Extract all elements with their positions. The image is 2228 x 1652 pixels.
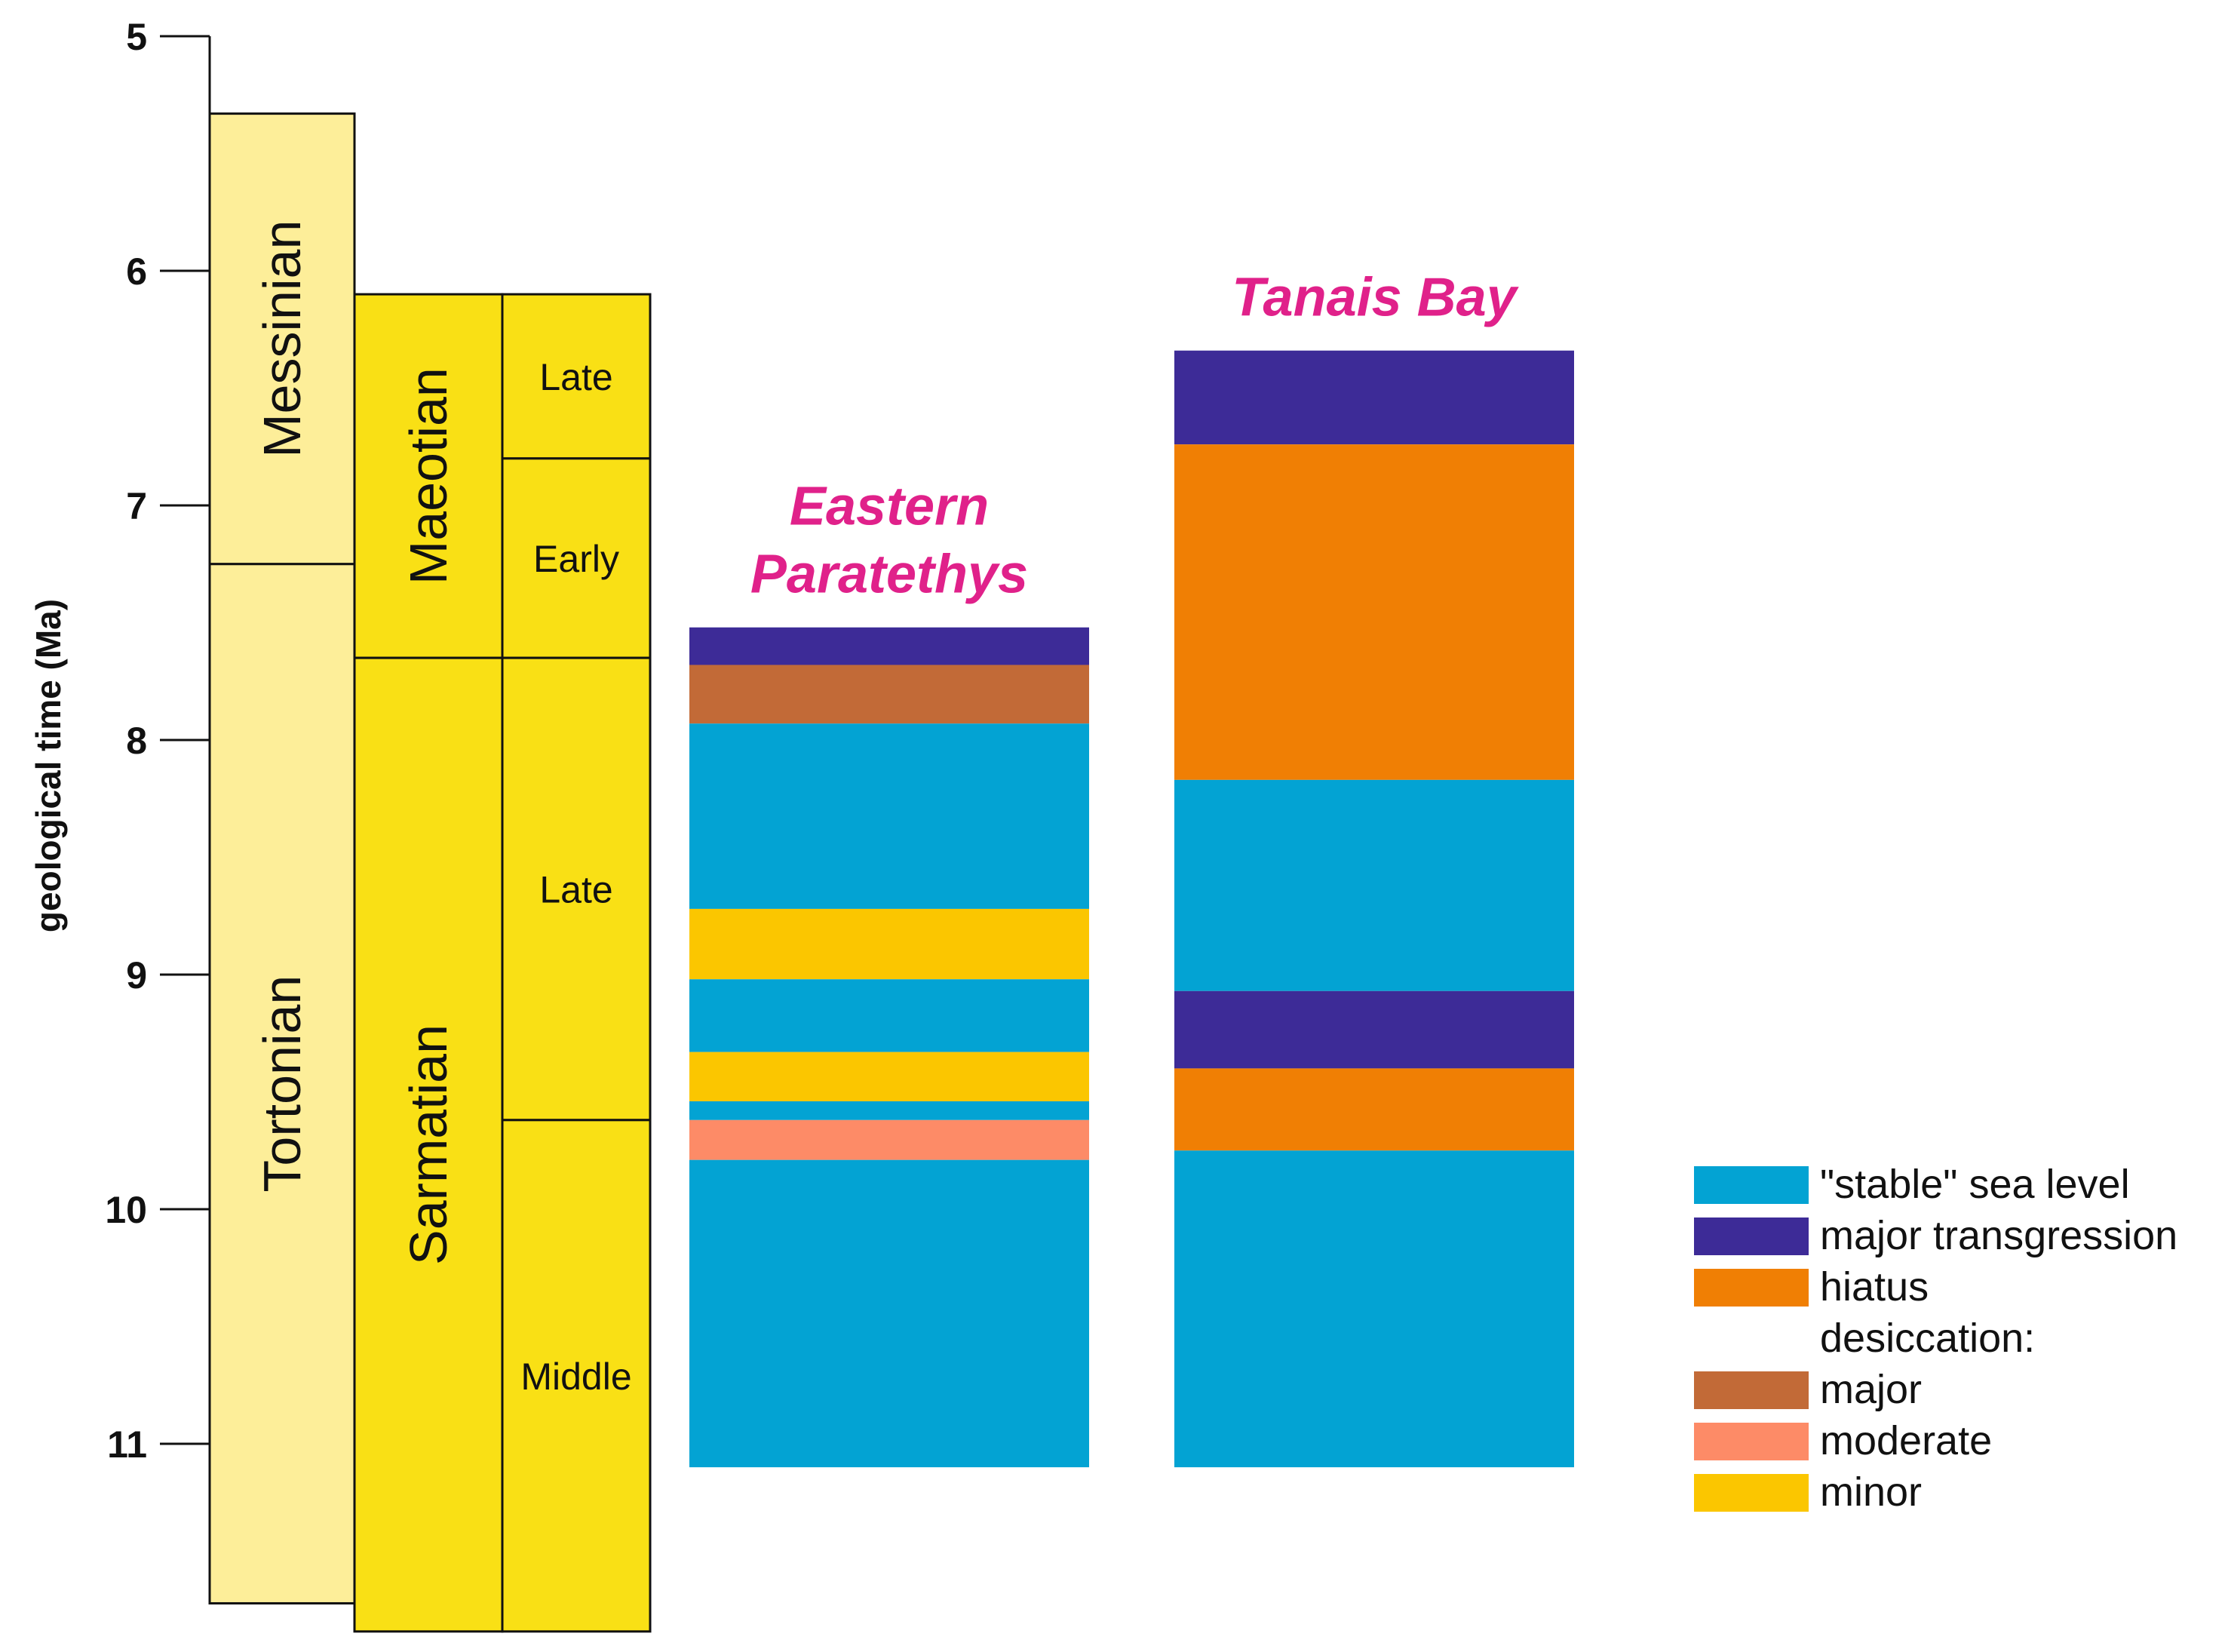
eastern-paratethys-interval-major xyxy=(689,665,1089,724)
legend-label-moderate: moderate xyxy=(1820,1418,1992,1463)
stages-messinian-label: Messinian xyxy=(253,220,311,458)
substages-late-label: Late xyxy=(539,868,612,910)
substages-late-label: Late xyxy=(539,356,612,398)
tanais-bay-interval-stable xyxy=(1174,779,1574,991)
stages-tortonian-label: Tortonian xyxy=(253,975,311,1193)
eastern-paratethys-column: Eastern Paratethys xyxy=(689,477,1089,1468)
time-axis: 5 6 7 8 9 10 11 geological time (Ma) xyxy=(29,16,211,1604)
substages-early-unit xyxy=(501,457,652,659)
eastern-paratethys-interval-stable xyxy=(689,1101,1089,1120)
eastern-paratethys-interval-moderate xyxy=(689,1119,1089,1160)
legend-label-stable: "stable" sea level xyxy=(1820,1162,2130,1207)
legend-label-major: major xyxy=(1820,1367,1922,1412)
stages-messinian-unit xyxy=(208,112,356,566)
y-tick-label: 7 xyxy=(126,485,147,527)
tanais-bay-interval-transgression xyxy=(1174,350,1574,445)
regional-stages-maeotian-label: Maeotian xyxy=(399,367,458,585)
legend-swatch-moderate xyxy=(1694,1423,1809,1460)
y-axis-title: geological time (Ma) xyxy=(29,599,68,932)
y-tick-label: 11 xyxy=(107,1423,147,1466)
eastern-paratethys-interval-stable xyxy=(689,723,1089,909)
eastern-paratethys-title: Eastern xyxy=(790,477,989,537)
eastern-paratethys-interval-stable xyxy=(689,1159,1089,1468)
tanais-bay-column: Tanais Bay xyxy=(1174,268,1574,1468)
sea-level-columns: Eastern Paratethys Tanais Bay xyxy=(689,268,1574,1468)
legend-label-desiccation-header: desiccation: xyxy=(1820,1316,2035,1361)
legend-swatch-major xyxy=(1694,1371,1809,1409)
legend-swatch-hiatus xyxy=(1694,1269,1809,1307)
stage-columns: Messinian Tortonian Maeotian Sarmatian Late E… xyxy=(208,112,652,1633)
regional-stages-sarmatian-label: Sarmatian xyxy=(399,1024,458,1265)
y-tick-label: 10 xyxy=(105,1189,147,1231)
y-tick-label: 5 xyxy=(126,16,147,58)
legend-label-minor: minor xyxy=(1820,1469,1922,1515)
eastern-paratethys-interval-transgression xyxy=(689,627,1089,665)
regional-stages-maeotian-unit xyxy=(353,293,504,659)
y-tick-label: 6 xyxy=(126,250,147,293)
substages-early-label: Early xyxy=(533,538,619,580)
eastern-paratethys-interval-minor xyxy=(689,1052,1089,1101)
stages-tortonian-unit xyxy=(208,563,356,1604)
y-tick-label: 9 xyxy=(126,954,147,996)
legend-swatch-stable xyxy=(1694,1166,1809,1204)
legend: "stable" sea level major transgression hia… xyxy=(1694,1162,2177,1515)
tanais-bay-title: Tanais Bay xyxy=(1232,268,1519,328)
eastern-paratethys-title: Paratethys xyxy=(750,545,1028,605)
eastern-paratethys-interval-minor xyxy=(689,908,1089,980)
tanais-bay-interval-hiatus xyxy=(1174,1068,1574,1151)
y-tick-label: 8 xyxy=(126,720,147,762)
legend-label-transgression: major transgression xyxy=(1820,1213,2177,1258)
tanais-bay-interval-stable xyxy=(1174,1150,1574,1468)
substages-late-unit xyxy=(501,656,652,1122)
legend-swatch-minor xyxy=(1694,1474,1809,1512)
eastern-paratethys-interval-stable xyxy=(689,979,1089,1052)
substages-middle-unit xyxy=(501,1119,652,1633)
tanais-bay-interval-transgression xyxy=(1174,990,1574,1069)
tanais-bay-interval-hiatus xyxy=(1174,444,1574,780)
legend-swatch-transgression xyxy=(1694,1218,1809,1255)
legend-label-hiatus: hiatus xyxy=(1820,1264,1929,1310)
substages-middle-label: Middle xyxy=(520,1356,631,1398)
substages-late-unit xyxy=(501,293,652,460)
